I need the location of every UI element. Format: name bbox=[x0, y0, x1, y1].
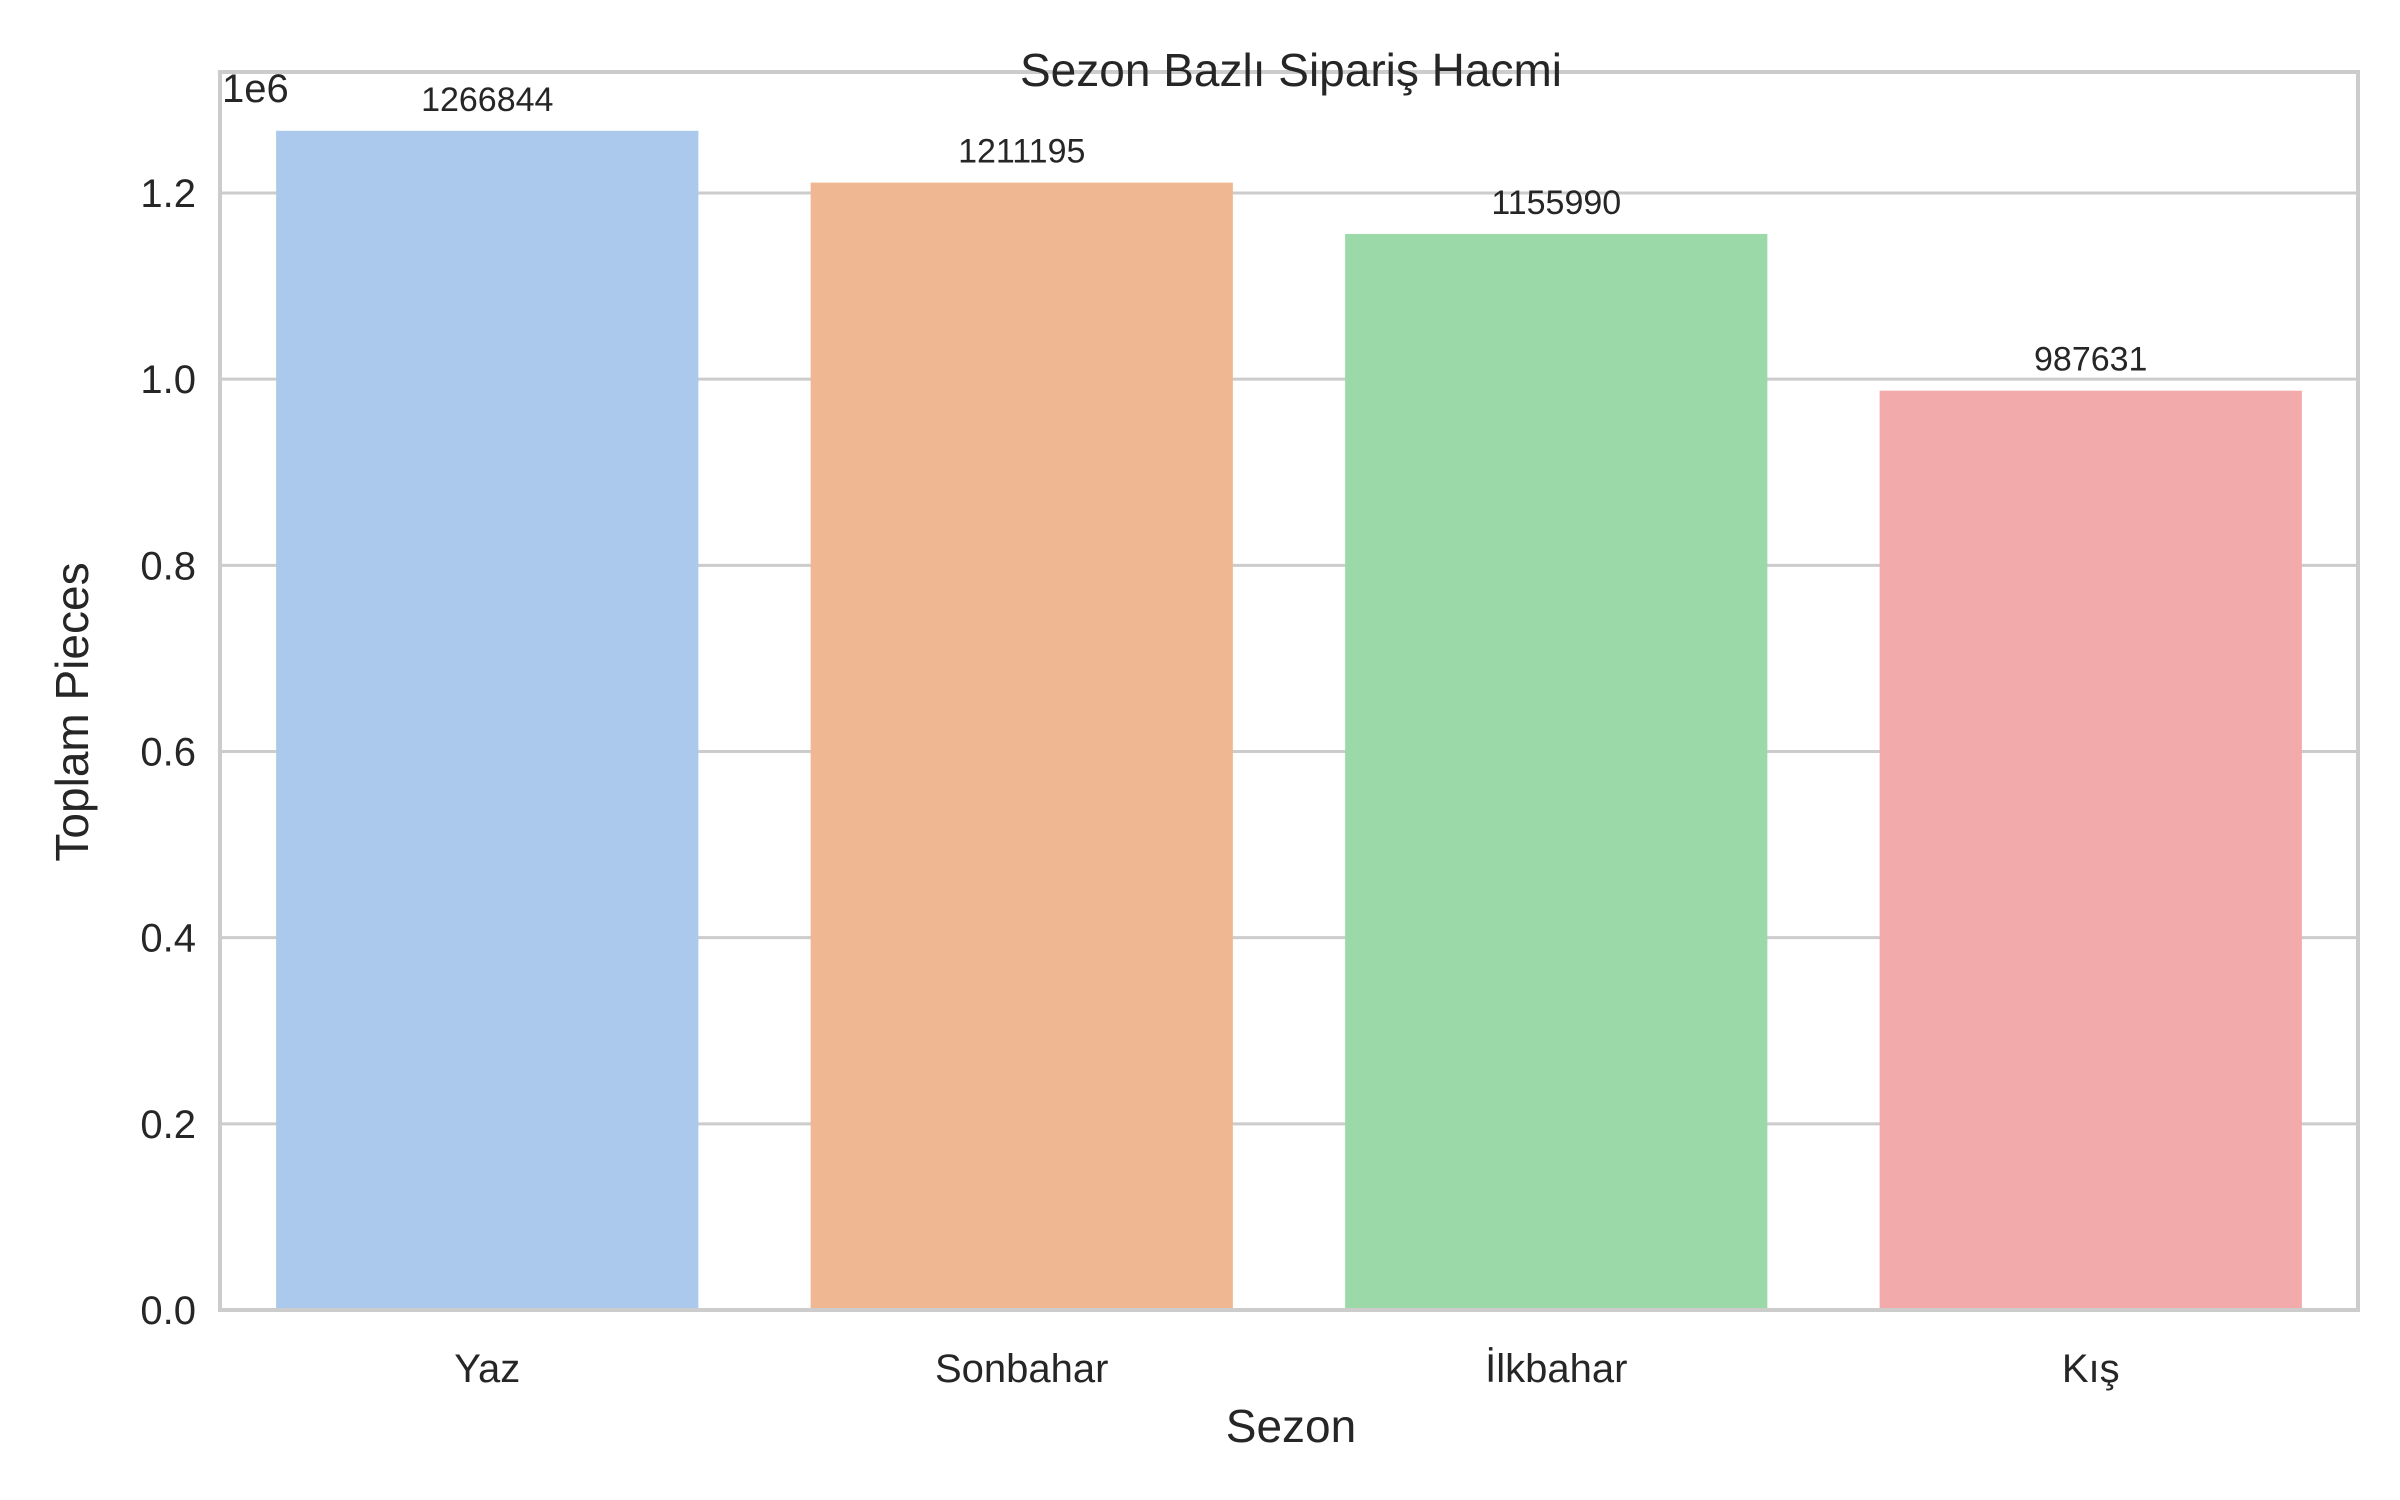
y-tick-label: 0.6 bbox=[140, 731, 196, 775]
x-tick-label: Yaz bbox=[454, 1347, 520, 1391]
y-tick-label: 0.0 bbox=[140, 1289, 196, 1333]
y-tick-label: 0.8 bbox=[140, 544, 196, 588]
x-tick-label: Kış bbox=[2062, 1347, 2120, 1391]
bar-4 bbox=[1879, 390, 2302, 1310]
bar-value-label: 1266844 bbox=[421, 81, 553, 119]
y-tick-label: 1.0 bbox=[140, 358, 196, 402]
bars bbox=[276, 130, 2302, 1310]
y-tick-label: 1.2 bbox=[140, 172, 196, 216]
plot-frame bbox=[218, 70, 2360, 1312]
x-tick-label: Sonbahar bbox=[935, 1347, 1108, 1391]
y-axis-title: Toplam Pieces bbox=[46, 562, 98, 861]
bar-2 bbox=[810, 182, 1233, 1310]
y-tick-labels: 0.0 0.2 0.4 0.6 0.8 1.0 1.2 bbox=[140, 172, 196, 1333]
x-axis-title: Sezon bbox=[1226, 1400, 1356, 1452]
y-offset-text: 1e6 bbox=[222, 67, 289, 111]
bar-1 bbox=[276, 130, 699, 1310]
x-tick-labels: Yaz Sonbahar İlkbahar Kış bbox=[454, 1346, 2119, 1391]
chart-title: Sezon Bazlı Sipariş Hacmi bbox=[1020, 44, 1562, 96]
y-tick-label: 0.4 bbox=[140, 917, 196, 961]
x-tick-label: İlkbahar bbox=[1485, 1346, 1627, 1391]
bar-value-label: 987631 bbox=[2034, 341, 2147, 379]
bar-3 bbox=[1345, 233, 1768, 1310]
data-labels: 1266844 1211195 1155990 987631 bbox=[421, 81, 2147, 379]
bar-value-label: 1211195 bbox=[958, 133, 1085, 171]
bar-value-label: 1155990 bbox=[1491, 184, 1621, 222]
y-tick-label: 0.2 bbox=[140, 1103, 196, 1147]
